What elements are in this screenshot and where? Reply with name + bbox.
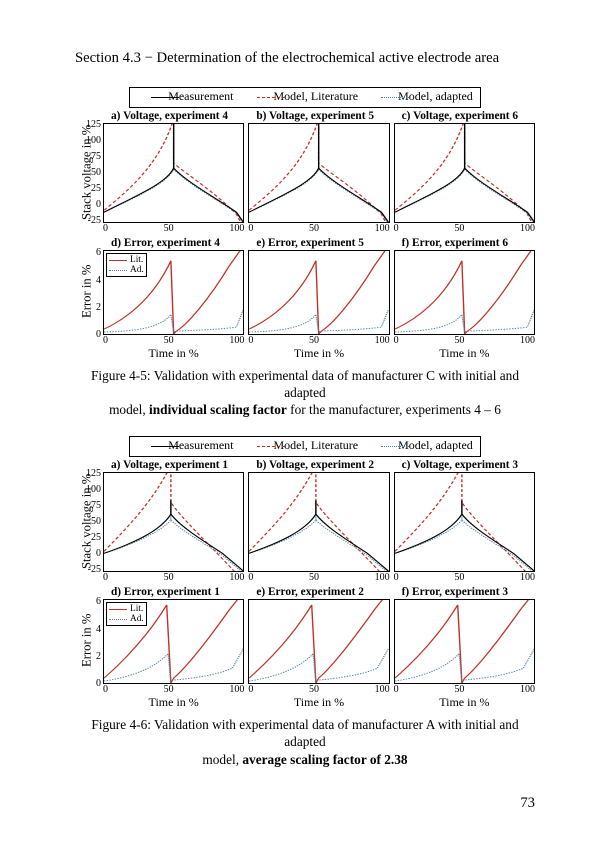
figure-4-6: Measurement Model, Literature Model, ada…: [75, 436, 535, 767]
panel-voltage-3: c) Voltage, experiment 3 050100: [394, 459, 535, 583]
figure-caption-4-6: Figure 4-6: Validation with experimental…: [75, 716, 535, 768]
figure-4-5: Measurement Model, Literature Model, ada…: [75, 87, 535, 418]
panel-voltage-5: b) Voltage, experiment 5 050100: [248, 110, 389, 234]
legend-model-lit: Model, Literature: [274, 89, 359, 104]
panel-voltage-4: a) Voltage, experiment 4 125 100 75 50 2…: [103, 110, 244, 234]
panel-voltage-2: b) Voltage, experiment 2 050100: [248, 459, 389, 583]
legend-box: Measurement Model, Literature Model, ada…: [129, 87, 481, 108]
panel-error-3: f) Error, experiment 3 050100: [394, 586, 535, 695]
panel-error-4: d) Error, experiment 4 6 4 2 0 Lit. Ad.: [103, 237, 244, 346]
mini-legend: Lit. Ad.: [106, 253, 147, 278]
section-header: Section 4.3 − Determination of the elect…: [75, 50, 535, 67]
curve-meas: [104, 124, 243, 222]
legend-model-ad: Model, adapted: [398, 89, 473, 104]
xlabel: Time in %: [103, 346, 244, 361]
panel-error-2: e) Error, experiment 2 050100: [248, 586, 389, 695]
panel-voltage-6: c) Voltage, experiment 6 050100: [394, 110, 535, 234]
page-number: 73: [520, 795, 535, 812]
panel-error-5: e) Error, experiment 5 050100: [248, 237, 389, 346]
panel-error-1: d) Error, experiment 1 6 4 2 0 Lit. Ad.: [103, 586, 244, 695]
figure-caption-4-5: Figure 4-5: Validation with experimental…: [75, 367, 535, 419]
panel-error-6: f) Error, experiment 6 050100: [394, 237, 535, 346]
legend-box-2: Measurement Model, Literature Model, ada…: [129, 436, 481, 457]
panel-voltage-1: a) Voltage, experiment 1 125 100 75 50 2…: [103, 459, 244, 583]
